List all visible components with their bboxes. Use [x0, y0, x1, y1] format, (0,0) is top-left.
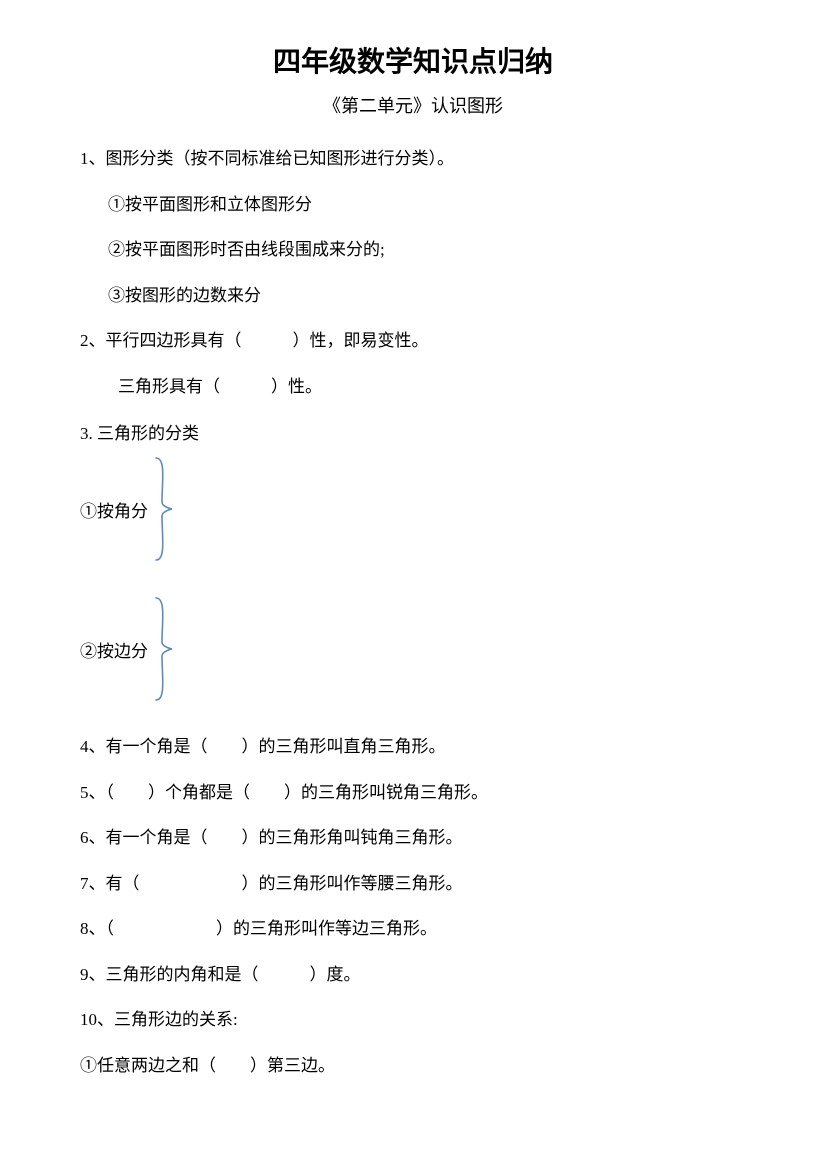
item-4: 4、有一个角是（ ）的三角形叫直角三角形。 [80, 734, 746, 760]
brace-label-angle: ①按角分 [80, 497, 148, 522]
item-2a: 三角形具有（ ）性。 [80, 374, 746, 400]
item-6: 6、有一个角是（ ）的三角形角叫钝角三角形。 [80, 825, 746, 851]
item-1-sub-3: ③按图形的边数来分 [80, 283, 746, 309]
curly-brace-icon [152, 594, 176, 704]
item-9: 9、三角形的内角和是（ ）度。 [80, 962, 746, 988]
item-3: 3. 三角形的分类 [80, 419, 746, 444]
page-title: 四年级数学知识点归纳 [80, 40, 746, 80]
item-1-sub-2: ②按平面图形时否由线段围成来分的; [80, 237, 746, 263]
brace-block-by-side: ②按边分 [80, 594, 746, 704]
document-page: 四年级数学知识点归纳 《第二单元》认识图形 1、图形分类（按不同标准给已知图形进… [0, 0, 826, 1169]
item-2: 2、平行四边形具有（ ）性，即易变性。 [80, 328, 746, 354]
brace-block-by-angle: ①按角分 [80, 454, 746, 564]
page-subtitle: 《第二单元》认识图形 [80, 92, 746, 118]
item-7: 7、有（ ）的三角形叫作等腰三角形。 [80, 871, 746, 897]
curly-brace-icon [152, 454, 176, 564]
item-1-sub-1: ①按平面图形和立体图形分 [80, 192, 746, 218]
item-10: 10、三角形边的关系: [80, 1007, 746, 1033]
item-8: 8、（ ）的三角形叫作等边三角形。 [80, 916, 746, 942]
item-10-sub-1: ①任意两边之和（ ）第三边。 [80, 1053, 746, 1079]
brace-label-side: ②按边分 [80, 637, 148, 662]
item-5: 5、（ ）个角都是（ ）的三角形叫锐角三角形。 [80, 780, 746, 806]
item-1: 1、图形分类（按不同标准给已知图形进行分类）。 [80, 146, 746, 172]
